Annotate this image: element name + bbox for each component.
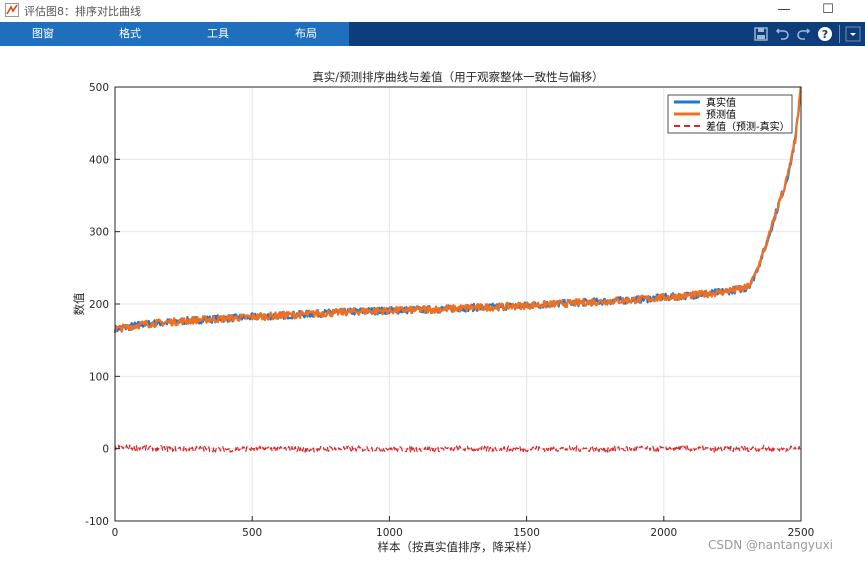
x-tick-label: 2000: [650, 527, 677, 539]
save-icon[interactable]: [753, 26, 769, 42]
undo-icon[interactable]: [775, 26, 791, 42]
x-tick-label: 1000: [376, 527, 403, 539]
series-line-2: [114, 444, 802, 453]
menu-layout[interactable]: 布局: [295, 27, 317, 40]
matlab-app-icon: [5, 3, 19, 17]
minimize-icon[interactable]: —: [777, 2, 791, 17]
svg-text:?: ?: [822, 28, 828, 41]
y-tick-label: -100: [85, 516, 109, 528]
y-tick-label: 500: [89, 82, 109, 94]
x-tick-label: 500: [242, 527, 262, 539]
y-tick-label: 0: [102, 444, 109, 456]
title-bar: 评估图8：排序对比曲线 — ☐: [0, 0, 865, 22]
legend-item-pred: 预测值: [706, 108, 736, 121]
x-tick-label: 0: [112, 527, 119, 539]
y-tick-label: 200: [89, 299, 109, 311]
chart-title: 真实/预测排序曲线与差值（用于观察整体一致性与偏移）: [312, 70, 603, 84]
help-icon[interactable]: ?: [817, 26, 833, 42]
redo-icon[interactable]: [795, 26, 811, 42]
legend-item-diff: 差值（预测-真实）: [706, 120, 790, 133]
y-tick-label: 100: [89, 371, 109, 383]
menu-figure[interactable]: 图窗: [32, 27, 54, 40]
y-tick-label: 400: [89, 154, 109, 166]
more-icon[interactable]: [845, 26, 861, 42]
legend-item-true: 真实值: [706, 96, 736, 109]
toolbar-divider: [839, 25, 840, 43]
window-title: 评估图8：排序对比曲线: [24, 5, 141, 18]
figure-toolbar: 图窗 格式 工具 布局 ?: [0, 22, 865, 46]
menu-tools[interactable]: 工具: [207, 27, 229, 40]
chart: 0 500 1000 1500 2000 2500-1000100200300400500…: [72, 70, 814, 554]
y-axis-label: 数值: [72, 292, 86, 315]
x-tick-label: 1500: [513, 527, 540, 539]
maximize-icon[interactable]: ☐: [822, 2, 834, 17]
legend: 真实值 预测值 差值（预测-真实）: [667, 94, 793, 134]
x-axis-label: 样本（按真实值排序，降采样）: [378, 540, 539, 554]
x-tick-label: 2500: [788, 527, 815, 539]
menu-strip: 图窗 格式 工具 布局: [0, 22, 349, 46]
series-line-1: [113, 86, 802, 333]
menu-format[interactable]: 格式: [119, 27, 141, 40]
series-layer: [113, 86, 802, 453]
watermark: CSDN @nantangyuxi: [708, 538, 834, 552]
y-tick-label: 300: [89, 227, 109, 239]
